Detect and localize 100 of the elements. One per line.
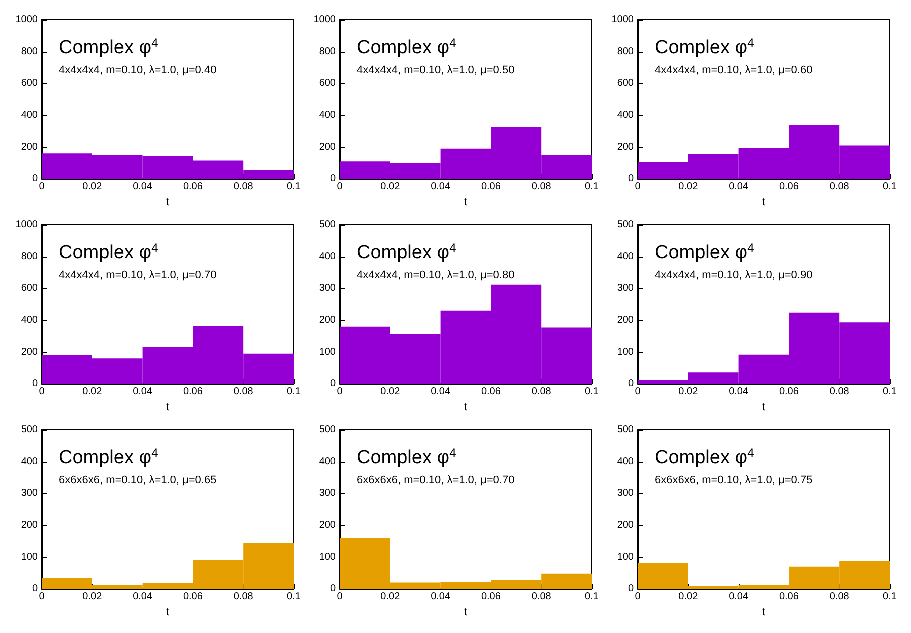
x-tick-label: 0.06 [779,182,800,193]
x-tick-label: 0.02 [380,592,401,603]
x-tick-label: 0.06 [779,592,800,603]
y-tick-label: 200 [617,142,634,153]
y-tick-label: 100 [319,346,336,358]
y-tick-label: 1000 [16,220,38,230]
y-tick-label: 300 [617,488,634,500]
x-tick-label: 0.1 [287,592,302,603]
x-tick-label: 0.02 [82,182,103,193]
x-tick-label: 0.02 [82,592,103,603]
x-tick-label: 0 [39,182,46,193]
y-tick-label: 0 [330,174,336,185]
y-tick-label: 200 [319,314,336,326]
x-tick-label: 0.04 [133,386,153,398]
y-tick-label: 600 [21,283,38,294]
y-tick-label: 200 [617,314,634,326]
y-tick-label: 500 [319,220,336,230]
x-tick-label: 0.04 [133,592,153,603]
x-tick-label: 0.06 [779,386,800,398]
y-tick-label: 500 [617,424,634,436]
y-tick-label: 1000 [314,14,336,26]
x-tick-label: 0.02 [380,182,401,193]
x-tick-label: 0.06 [183,386,204,398]
x-tick-label: 0.08 [532,592,552,603]
y-tick-label: 800 [617,46,634,58]
x-tick-label: 0.08 [234,386,254,398]
y-tick-label: 300 [21,488,38,500]
x-tick-label: 0 [635,182,642,193]
y-tick-label: 0 [32,378,38,390]
x-axis-title: t [762,606,766,618]
x-axis-title: t [762,402,766,414]
x-tick-label: 0.08 [830,592,850,603]
y-tick-label: 400 [319,251,336,262]
y-tick-label: 400 [21,110,38,121]
x-tick-label: 0.1 [287,182,302,193]
y-tick-label: 400 [617,110,634,121]
x-tick-label: 0.1 [287,386,302,398]
y-tick-label: 300 [617,283,634,294]
x-tick-label: 0.04 [431,386,451,398]
y-tick-label: 400 [617,251,634,262]
text: 4x4x4x4, m=0.10, λ=1.0, μ=0.60 [655,64,813,76]
y-tick-label: 400 [21,456,38,468]
x-tick-label: 0.06 [183,592,204,603]
text: 6x6x6x6, m=0.10, λ=1.0, μ=0.65 [59,474,217,486]
x-tick-label: 0.08 [830,182,850,193]
y-tick-label: 300 [319,283,336,294]
y-tick-label: 400 [617,456,634,468]
x-tick-label: 0.06 [481,592,502,603]
x-tick-label: 0.06 [183,182,204,193]
x-tick-label: 0.08 [532,386,552,398]
y-tick-label: 100 [319,552,336,563]
x-tick-label: 0.02 [678,182,699,193]
text: 6x6x6x6, m=0.10, λ=1.0, μ=0.75 [655,474,813,486]
x-tick-label: 0.08 [234,182,254,193]
y-tick-label: 800 [21,46,38,58]
x-tick-label: 0.1 [883,182,898,193]
y-tick-label: 1000 [612,14,634,26]
y-tick-label: 0 [628,584,634,595]
x-axis-title: t [464,196,468,208]
y-tick-label: 300 [319,488,336,500]
x-tick-label: 0.04 [729,592,749,603]
y-tick-label: 100 [617,552,634,563]
x-tick-label: 0 [337,182,344,193]
x-tick-label: 0.1 [883,592,898,603]
x-tick-label: 0.06 [481,386,502,398]
y-tick-label: 0 [330,584,336,595]
y-tick-label: 0 [32,174,38,185]
y-tick-label: 600 [319,78,336,90]
text: 6x6x6x6, m=0.10, λ=1.0, μ=0.70 [357,474,515,486]
y-tick-label: 200 [319,520,336,531]
x-tick-label: 0.02 [678,386,699,398]
x-tick-label: 0.1 [585,182,600,193]
x-tick-label: 0.04 [431,182,451,193]
x-tick-label: 0.06 [481,182,502,193]
y-tick-label: 200 [617,520,634,531]
x-axis-title: t [464,402,468,414]
x-tick-label: 0 [39,386,46,398]
y-tick-label: 600 [617,78,634,90]
x-tick-label: 0 [337,386,344,398]
x-axis-title: t [166,606,170,618]
text: 4x4x4x4, m=0.10, λ=1.0, μ=0.50 [357,64,515,76]
y-tick-label: 200 [21,520,38,531]
x-tick-label: 0.08 [234,592,254,603]
x-axis-title: t [464,606,468,618]
y-tick-label: 0 [628,378,634,390]
text: 4x4x4x4, m=0.10, λ=1.0, μ=0.80 [357,270,515,282]
text: 4x4x4x4, m=0.10, λ=1.0, μ=0.40 [59,64,217,76]
x-tick-label: 0 [39,592,46,603]
x-tick-label: 0.08 [830,386,850,398]
y-tick-label: 800 [319,46,336,58]
y-tick-label: 400 [319,110,336,121]
y-tick-label: 100 [21,552,38,563]
x-axis-title: t [166,196,170,208]
text: 4x4x4x4, m=0.10, λ=1.0, μ=0.70 [59,270,217,282]
x-tick-label: 0.04 [431,592,451,603]
y-tick-label: 500 [319,424,336,436]
x-tick-label: 0.04 [133,182,153,193]
x-tick-label: 0.1 [883,386,898,398]
x-tick-label: 0.1 [585,592,600,603]
x-tick-label: 0 [635,386,642,398]
